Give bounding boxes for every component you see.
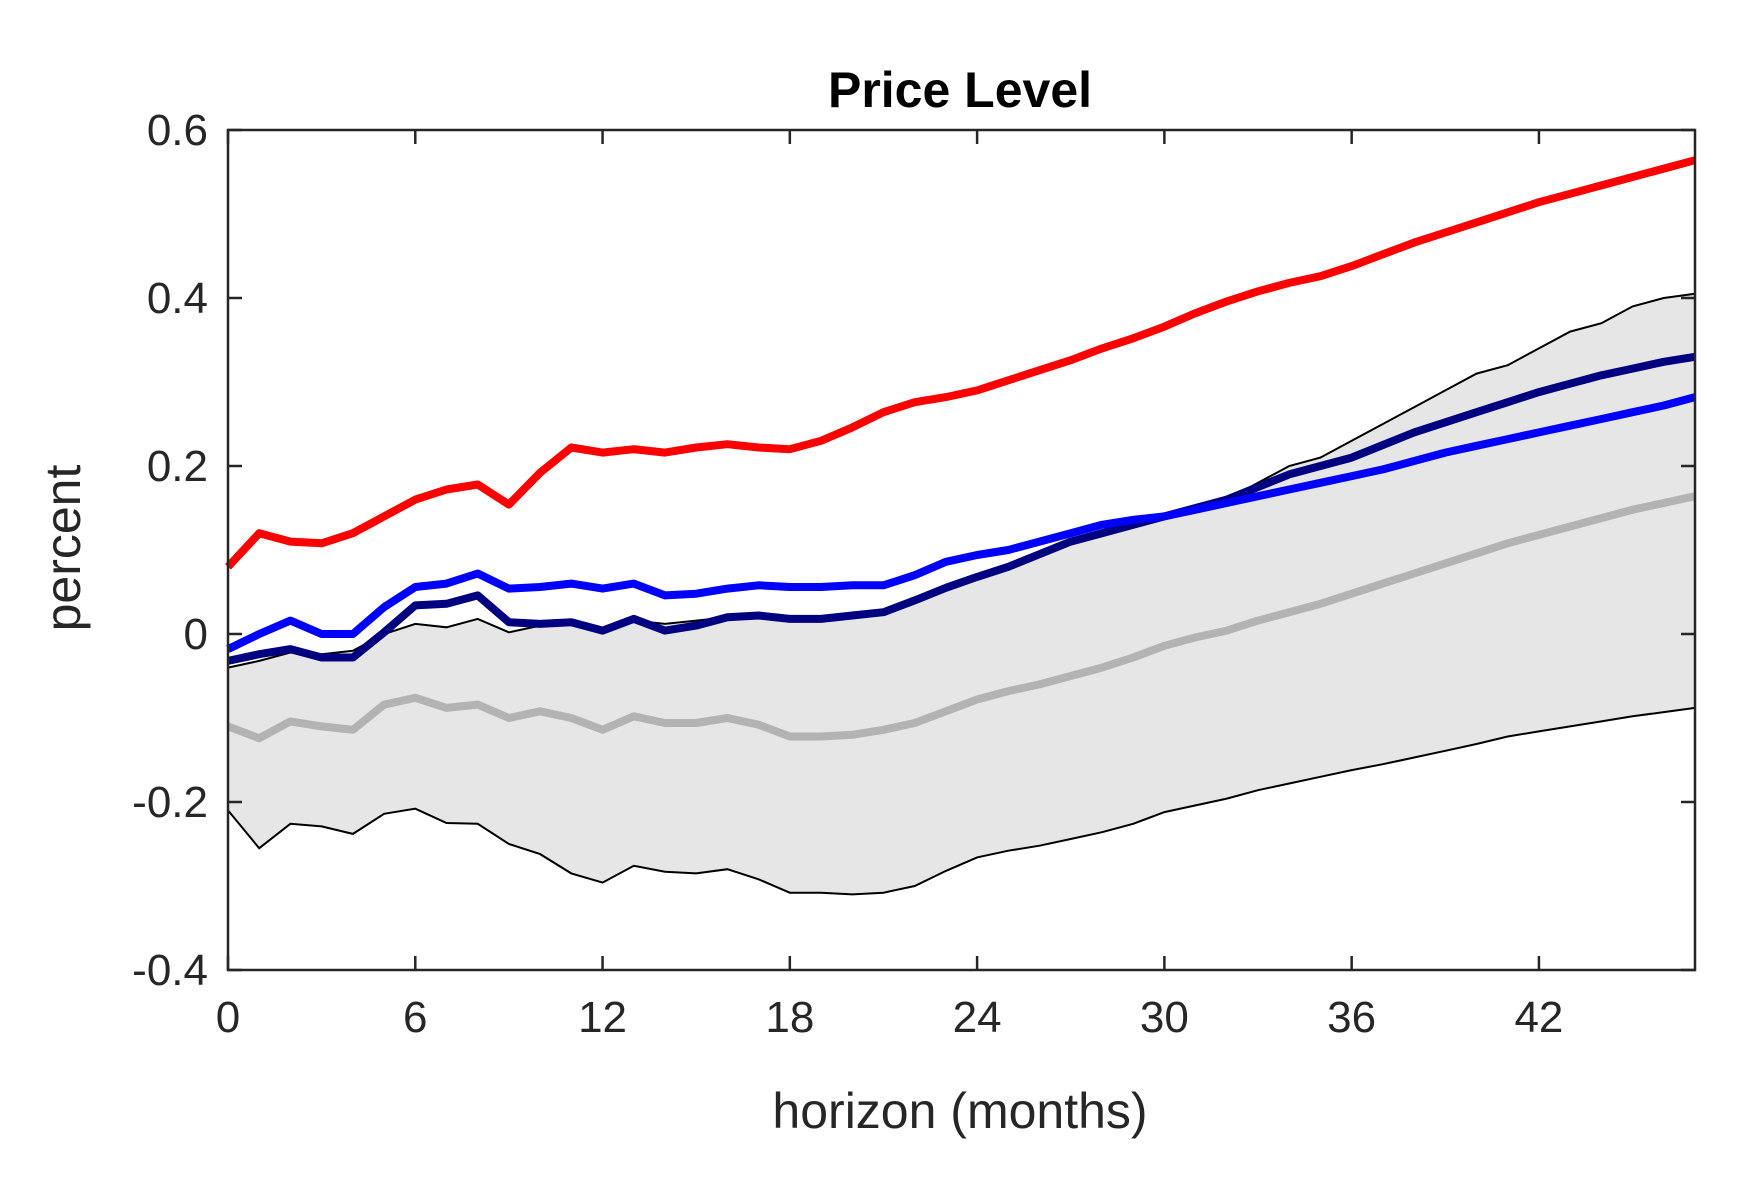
y-axis-label: percent	[35, 465, 91, 632]
x-tick-label: 0	[216, 993, 240, 1042]
series-line-2	[227, 352, 1696, 665]
y-tick-label: 0.2	[147, 442, 208, 491]
y-tick-label: 0	[184, 610, 208, 659]
x-tick-label: 24	[953, 993, 1002, 1042]
x-tick-label: 36	[1327, 993, 1376, 1042]
x-tick-label: 42	[1514, 993, 1563, 1042]
series-line-4	[225, 156, 1697, 570]
x-tick-label: 30	[1140, 993, 1189, 1042]
y-tick-label: -0.2	[132, 778, 208, 827]
x-tick-label: 6	[403, 993, 427, 1042]
band-lower-edge	[227, 706, 1696, 896]
x-axis-label: horizon (months)	[772, 1083, 1147, 1139]
series-line-3	[226, 393, 1697, 653]
confidence-band-area	[228, 293, 1695, 895]
axes-layer: 0 6 12 18 24 30 36 42 -0.4 -0.2 0 0.2 0.4 0.6	[132, 106, 1697, 1042]
series-line-1	[226, 492, 1696, 743]
chart-title: Price Level	[828, 62, 1092, 118]
series-layer	[225, 156, 1697, 743]
confidence-band-layer	[227, 292, 1696, 896]
y-tick-label: -0.4	[132, 946, 208, 995]
y-tick-label: 0.6	[147, 106, 208, 155]
y-tick-label: 0.4	[147, 274, 208, 323]
x-tick-label: 18	[765, 993, 814, 1042]
plot-frame	[226, 128, 1697, 972]
x-tick-label: 12	[578, 993, 627, 1042]
